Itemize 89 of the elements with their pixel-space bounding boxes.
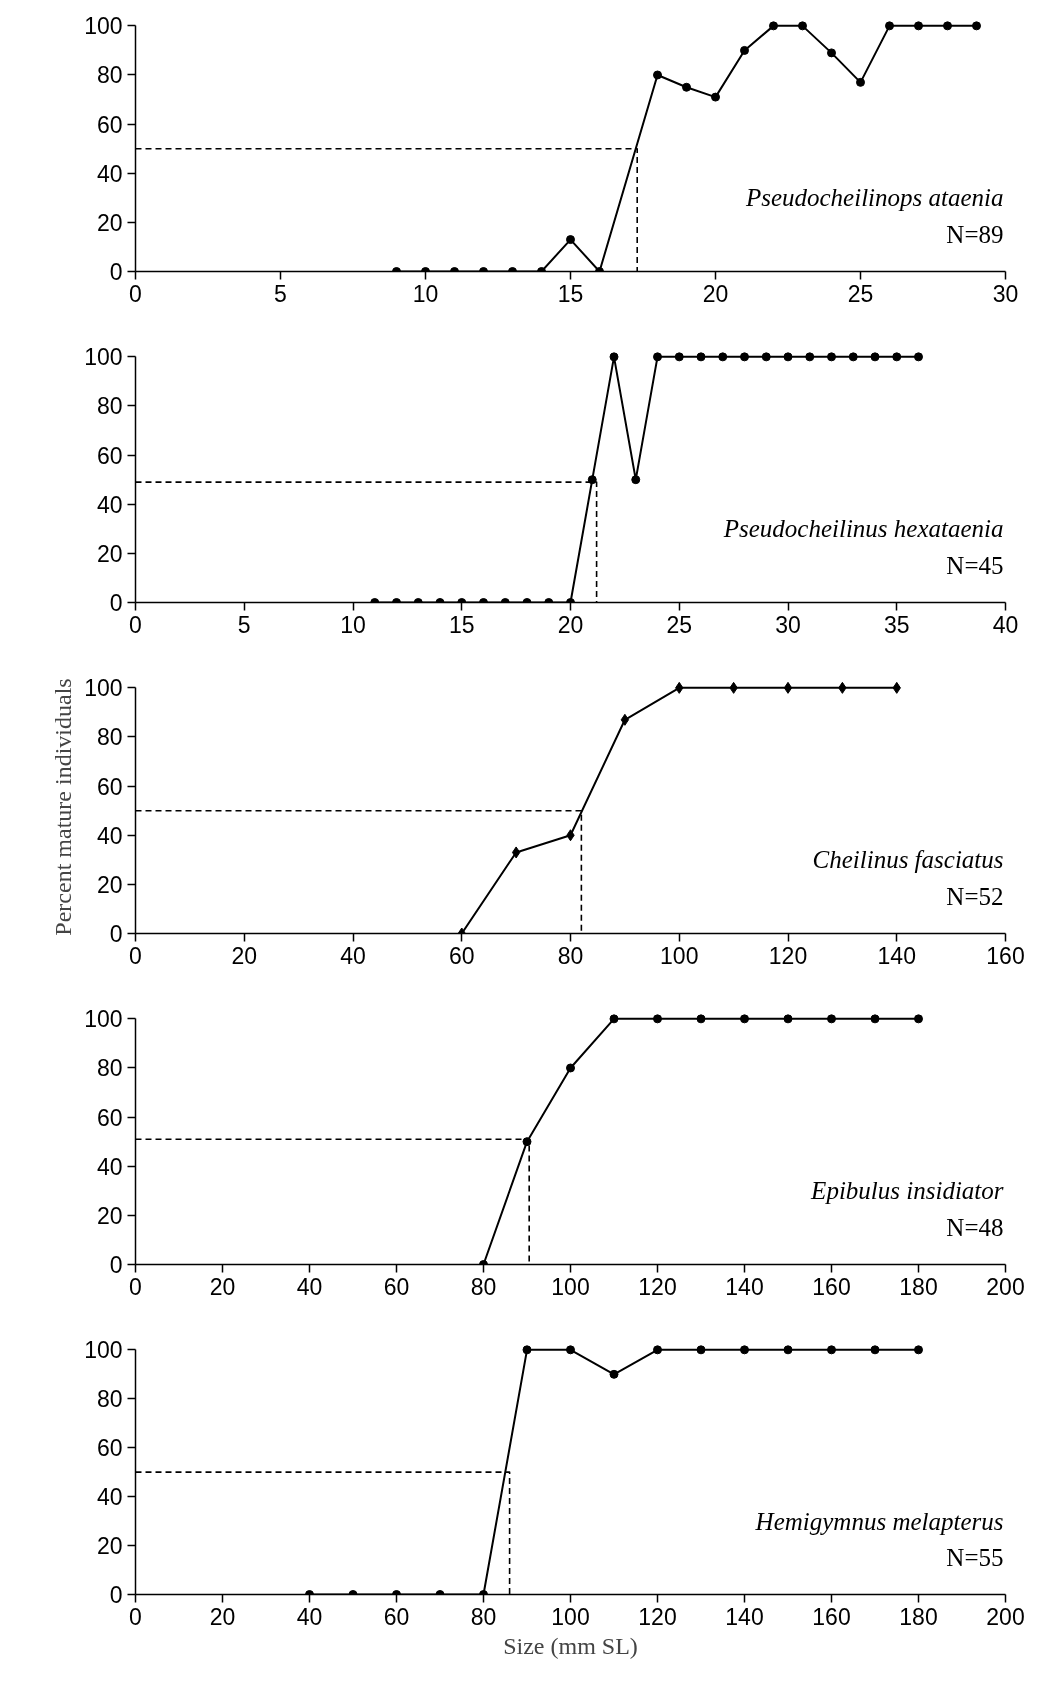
x-tick-label: 5	[274, 280, 287, 307]
y-tick-label: 20	[96, 1202, 123, 1229]
y-tick-label: 80	[96, 1386, 123, 1413]
x-axis-title: Size (mm SL)	[503, 1632, 638, 1659]
x-tick-label: 15	[448, 611, 475, 638]
y-tick-label: 100	[84, 1337, 123, 1364]
y-tick-label: 80	[96, 724, 123, 751]
x-tick-label: 20	[231, 942, 258, 969]
x-tick-label: 30	[992, 280, 1019, 307]
x-tick-label: 10	[412, 280, 439, 307]
x-tick-label: 160	[986, 942, 1025, 969]
x-tick-label: 80	[470, 1603, 497, 1630]
y-tick-label: 20	[96, 540, 123, 567]
x-tick-label: 160	[812, 1603, 851, 1630]
x-tick-label: 40	[296, 1273, 323, 1300]
x-tick-label: 40	[340, 942, 366, 969]
x-tick-label: 160	[812, 1273, 851, 1300]
x-tick-label: 0	[129, 1603, 142, 1630]
y-tick-label: 60	[96, 111, 123, 138]
y-tick-label: 20	[96, 209, 123, 236]
y-tick-label: 40	[96, 1153, 123, 1180]
x-tick-label: 120	[638, 1603, 677, 1630]
x-tick-label: 15	[557, 280, 584, 307]
x-tick-label: 20	[209, 1273, 236, 1300]
y-tick-label: 100	[84, 1006, 123, 1033]
x-tick-label: 120	[638, 1273, 677, 1300]
x-tick-label: 100	[551, 1603, 590, 1630]
x-tick-label: 25	[666, 611, 693, 638]
x-tick-label: 5	[237, 611, 251, 638]
x-tick-label: 120	[768, 942, 808, 969]
x-tick-label: 60	[383, 1603, 410, 1630]
x-tick-label: 180	[899, 1603, 938, 1630]
x-tick-label: 140	[877, 942, 916, 969]
annotation: Pseudocheilinops ataenia	[744, 184, 1004, 212]
y-tick-label: 0	[109, 1252, 123, 1278]
x-tick-label: 40	[296, 1603, 323, 1630]
y-tick-label: 80	[96, 62, 123, 89]
x-tick-label: 0	[129, 1273, 142, 1300]
y-tick-label: 40	[96, 822, 123, 849]
annotation: Cheilinus fasciatus	[812, 846, 1004, 874]
x-tick-label: 200	[986, 1273, 1025, 1300]
y-axis-title: Percent mature individuals	[50, 678, 77, 936]
x-tick-label: 60	[383, 1273, 410, 1300]
y-tick-label: 20	[96, 1533, 123, 1560]
annotation: N=89	[946, 221, 1004, 249]
x-tick-label: 0	[129, 611, 142, 638]
y-tick-label: 100	[84, 344, 123, 371]
x-tick-label: 140	[725, 1273, 764, 1300]
y-tick-label: 60	[96, 1104, 123, 1131]
x-tick-label: 100	[660, 942, 699, 969]
x-tick-label: 25	[847, 280, 874, 307]
x-tick-label: 20	[702, 280, 729, 307]
y-tick-label: 0	[109, 921, 123, 947]
x-tick-label: 80	[557, 942, 584, 969]
x-tick-label: 200	[986, 1603, 1025, 1630]
y-tick-label: 100	[84, 13, 123, 40]
y-tick-label: 0	[109, 1582, 123, 1608]
y-tick-label: 80	[96, 1055, 123, 1082]
y-tick-label: 40	[96, 491, 123, 518]
y-tick-label: 60	[96, 773, 123, 800]
x-tick-label: 20	[557, 611, 584, 638]
y-tick-label: 40	[96, 160, 123, 187]
annotation: N=55	[946, 1544, 1004, 1572]
x-tick-label: 20	[209, 1603, 236, 1630]
x-tick-label: 35	[883, 611, 910, 638]
x-tick-label: 80	[470, 1273, 497, 1300]
annotation: Hemigymnus melapterus	[754, 1507, 1004, 1535]
x-tick-label: 100	[551, 1273, 590, 1300]
y-tick-label: 0	[109, 259, 123, 285]
y-tick-label: 60	[96, 442, 123, 469]
y-tick-label: 40	[96, 1484, 123, 1511]
annotation: N=45	[946, 552, 1004, 580]
x-tick-label: 0	[129, 942, 142, 969]
x-tick-label: 0	[129, 280, 142, 307]
annotation: Pseudocheilinus hexataenia	[722, 515, 1004, 543]
y-tick-label: 0	[109, 590, 123, 616]
x-tick-label: 60	[448, 942, 475, 969]
annotation: N=52	[946, 883, 1004, 911]
y-tick-label: 80	[96, 393, 123, 420]
x-tick-label: 40	[992, 611, 1019, 638]
y-tick-label: 100	[84, 675, 123, 702]
annotation: N=48	[946, 1214, 1004, 1242]
x-tick-label: 10	[340, 611, 366, 638]
x-tick-label: 180	[899, 1273, 938, 1300]
x-tick-label: 30	[775, 611, 801, 638]
annotation: Epibulus insidiator	[810, 1177, 1004, 1205]
x-tick-label: 140	[725, 1603, 764, 1630]
y-tick-label: 20	[96, 871, 123, 898]
y-tick-label: 60	[96, 1435, 123, 1462]
